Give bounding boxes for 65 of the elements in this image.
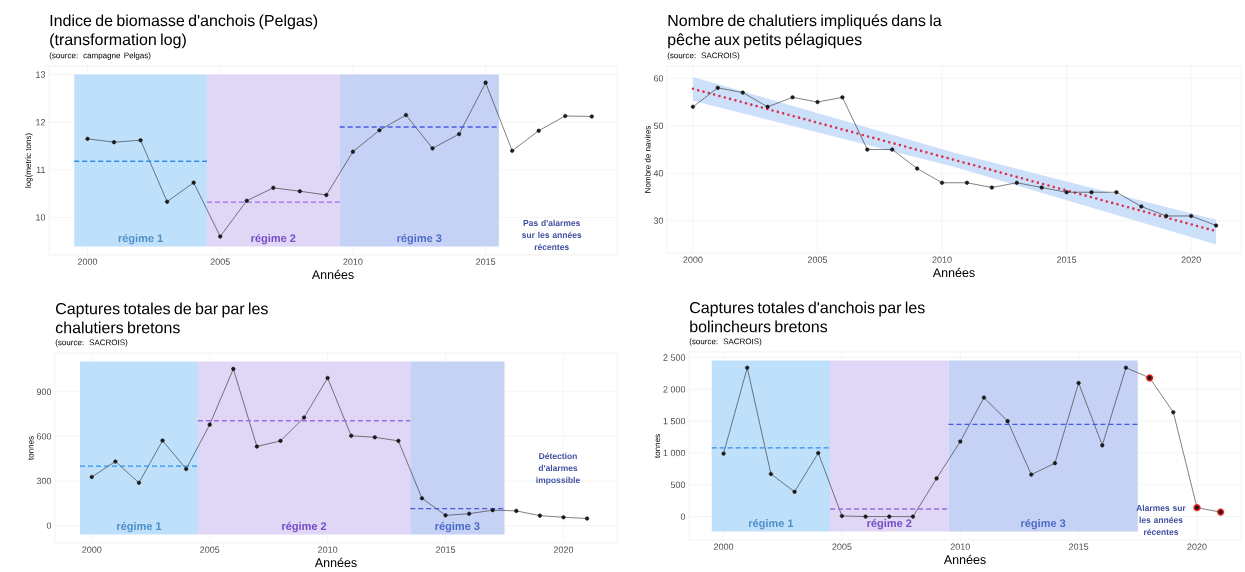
y-tick-label: 1 000 [663, 449, 686, 457]
x-tick-label: 2005 [807, 256, 828, 263]
y-tick-label: 10 [36, 214, 46, 221]
y-axis-title: log(metric tons) [25, 133, 33, 188]
y-tick-label: 0 [680, 513, 686, 520]
x-tick-label: 2000 [82, 546, 102, 553]
y-axis-title: tonnes [28, 436, 34, 460]
annotation: Détection d'alarmes impossible [536, 452, 580, 485]
y-tick-label: 500 [670, 481, 686, 488]
x-tick-label: 2010 [932, 256, 952, 263]
annotation: Alarmes sur les années récentes [1136, 504, 1186, 536]
y-tick-label: 2 500 [663, 354, 686, 361]
band-label: régime 2 [867, 518, 912, 530]
y-tick-label: 50 [653, 122, 664, 129]
band-label: régime 2 [251, 233, 296, 245]
x-tick-label: 2010 [343, 258, 363, 265]
x-tick-label: 2010 [318, 546, 338, 553]
chart-title: Captures totales de bar par les chalutiers bretons [55, 302, 268, 334]
x-tick-label: 2000 [77, 258, 98, 265]
x-tick-label: 2020 [553, 546, 574, 553]
x-axis-title: Années [314, 557, 357, 568]
x-tick-label: 2015 [476, 258, 496, 265]
chart-subtitle: (source: SACROIS) [55, 339, 128, 347]
chart-subtitle: (source: campagne Pelgas) [49, 52, 151, 60]
y-tick-label: 30 [653, 217, 664, 224]
y-tick-label: 2 000 [663, 386, 686, 393]
chart-subtitle: (source: SACROIS) [689, 338, 762, 346]
y-tick-label: 13 [36, 71, 46, 78]
x-axis-title: Années [311, 269, 354, 280]
x-tick-label: 2000 [683, 256, 703, 263]
chart-title: Indice de biomasse d'anchois (Pelgas) (transformation log) [50, 14, 318, 49]
band-label: régime 1 [117, 521, 162, 533]
x-tick-label: 2015 [1057, 256, 1077, 263]
y-axis-title: Nombre de navires [644, 126, 651, 193]
y-tick-label: 11 [36, 166, 46, 173]
x-tick-label: 2005 [210, 258, 230, 265]
x-tick-label: 2015 [436, 546, 456, 553]
band-label: régime 2 [282, 521, 327, 533]
x-tick-label: 2020 [1187, 543, 1207, 550]
y-tick-label: 60 [653, 75, 664, 82]
band-label: régime 3 [435, 521, 480, 533]
annotation: Pas d'alarmes sur les années récentes [521, 219, 582, 251]
y-tick-label: 0 [46, 522, 52, 529]
x-axis-title: Années [943, 554, 986, 565]
x-tick-label: 2015 [1069, 543, 1089, 550]
band-label: régime 1 [118, 233, 163, 245]
y-axis-title: tonnes [654, 434, 661, 458]
y-tick-label: 12 [36, 119, 46, 126]
x-tick-label: 2005 [200, 546, 220, 553]
x-tick-label: 2000 [714, 543, 734, 550]
chart-subtitle: (source: SACROIS) [667, 52, 740, 60]
chart-title: Nombre de chalutiers impliqués dans la pêche aux petits pélagiques [668, 14, 942, 49]
band-label: régime 1 [749, 518, 794, 530]
y-tick-label: 900 [36, 388, 52, 395]
x-tick-label: 2020 [1181, 256, 1201, 263]
band-label: régime 3 [1021, 518, 1066, 530]
x-tick-label: 2005 [832, 543, 852, 550]
y-tick-label: 300 [36, 477, 52, 485]
chart-title: Captures totales d'anchois par les bolincheurs bretons [690, 301, 925, 333]
y-tick-label: 1 500 [663, 417, 686, 425]
y-tick-label: 600 [36, 433, 52, 440]
x-axis-title: Années [932, 267, 975, 278]
y-tick-label: 40 [653, 170, 664, 177]
band-label: régime 3 [397, 233, 442, 245]
x-tick-label: 2010 [950, 543, 970, 550]
